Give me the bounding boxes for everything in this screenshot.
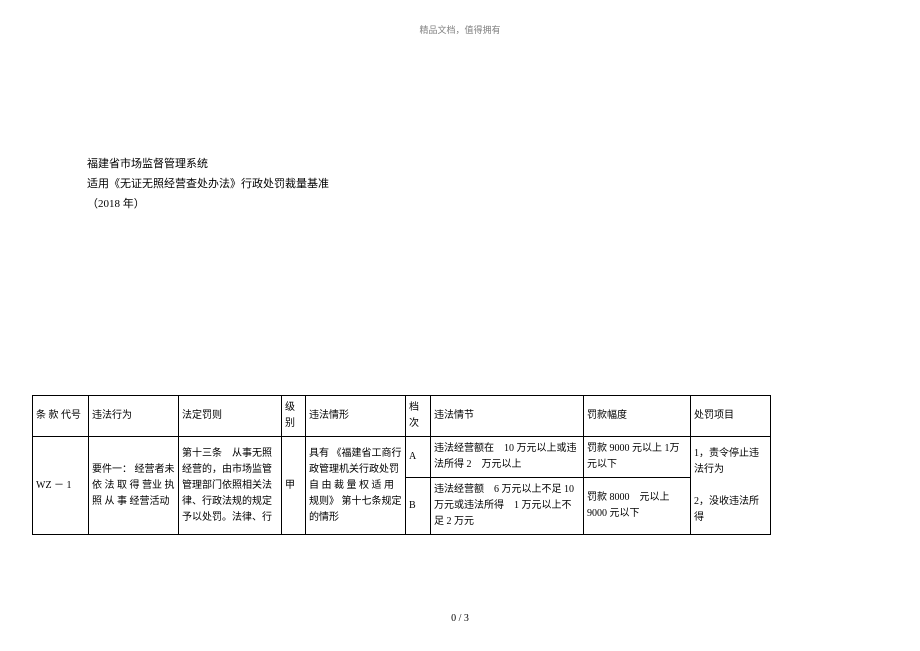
cell-grade-b: B xyxy=(406,478,431,535)
cell-level: 甲 xyxy=(282,437,306,535)
cell-penalty: 第十三条 从事无照经营的，由市场监管管理部门依照相关法律、行政法规的规定予以处罚… xyxy=(179,437,282,535)
header-detail: 违法情节 xyxy=(431,396,584,437)
table-row: WZ － 1 要件一： 经营者未 依 法 取 得 营业 执 照 从 事 经营活动… xyxy=(33,437,771,478)
title-line-2: 适用《无证无照经营查处办法》行政处罚裁量基准 xyxy=(87,175,329,195)
cell-situation: 具有 《福建省工商行政管理机关行政处罚自 由 裁 量 权 适 用 规则》 第十七… xyxy=(306,437,406,535)
cell-detail-b: 违法经营额 6 万元以上不足 10万元或违法所得 1 万元以上不足 2 万元 xyxy=(431,478,584,535)
title-line-3: （2018 年） xyxy=(87,195,329,215)
cell-range-a: 罚款 9000 元以上 1万元以下 xyxy=(584,437,691,478)
table-header-row: 条 款 代号 违法行为 法定罚则 级别 违法情形 档次 违法情节 罚款幅度 处罚… xyxy=(33,396,771,437)
header-range: 罚款幅度 xyxy=(584,396,691,437)
cell-detail-a: 违法经营额在 10 万元以上或违法所得 2 万元以上 xyxy=(431,437,584,478)
header-level: 级别 xyxy=(282,396,306,437)
header-item: 处罚项目 xyxy=(691,396,771,437)
document-header: 精品文档，值得拥有 xyxy=(419,23,500,36)
cell-grade-a: A xyxy=(406,437,431,478)
cell-code: WZ － 1 xyxy=(33,437,89,535)
cell-item: 1，责令停止违法行为 2，没收违法所得 xyxy=(691,437,771,535)
title-block: 福建省市场监督管理系统 适用《无证无照经营查处办法》行政处罚裁量基准 （2018… xyxy=(87,155,329,214)
cell-behavior: 要件一： 经营者未 依 法 取 得 营业 执 照 从 事 经营活动 xyxy=(89,437,179,535)
header-behavior: 违法行为 xyxy=(89,396,179,437)
penalty-table: 条 款 代号 违法行为 法定罚则 级别 违法情形 档次 违法情节 罚款幅度 处罚… xyxy=(32,395,771,535)
header-situation: 违法情形 xyxy=(306,396,406,437)
header-code: 条 款 代号 xyxy=(33,396,89,437)
header-penalty: 法定罚则 xyxy=(179,396,282,437)
title-line-1: 福建省市场监督管理系统 xyxy=(87,155,329,175)
header-grade: 档次 xyxy=(406,396,431,437)
cell-range-b: 罚款 8000 元以上9000 元以下 xyxy=(584,478,691,535)
page-footer: 0 / 3 xyxy=(451,613,469,624)
